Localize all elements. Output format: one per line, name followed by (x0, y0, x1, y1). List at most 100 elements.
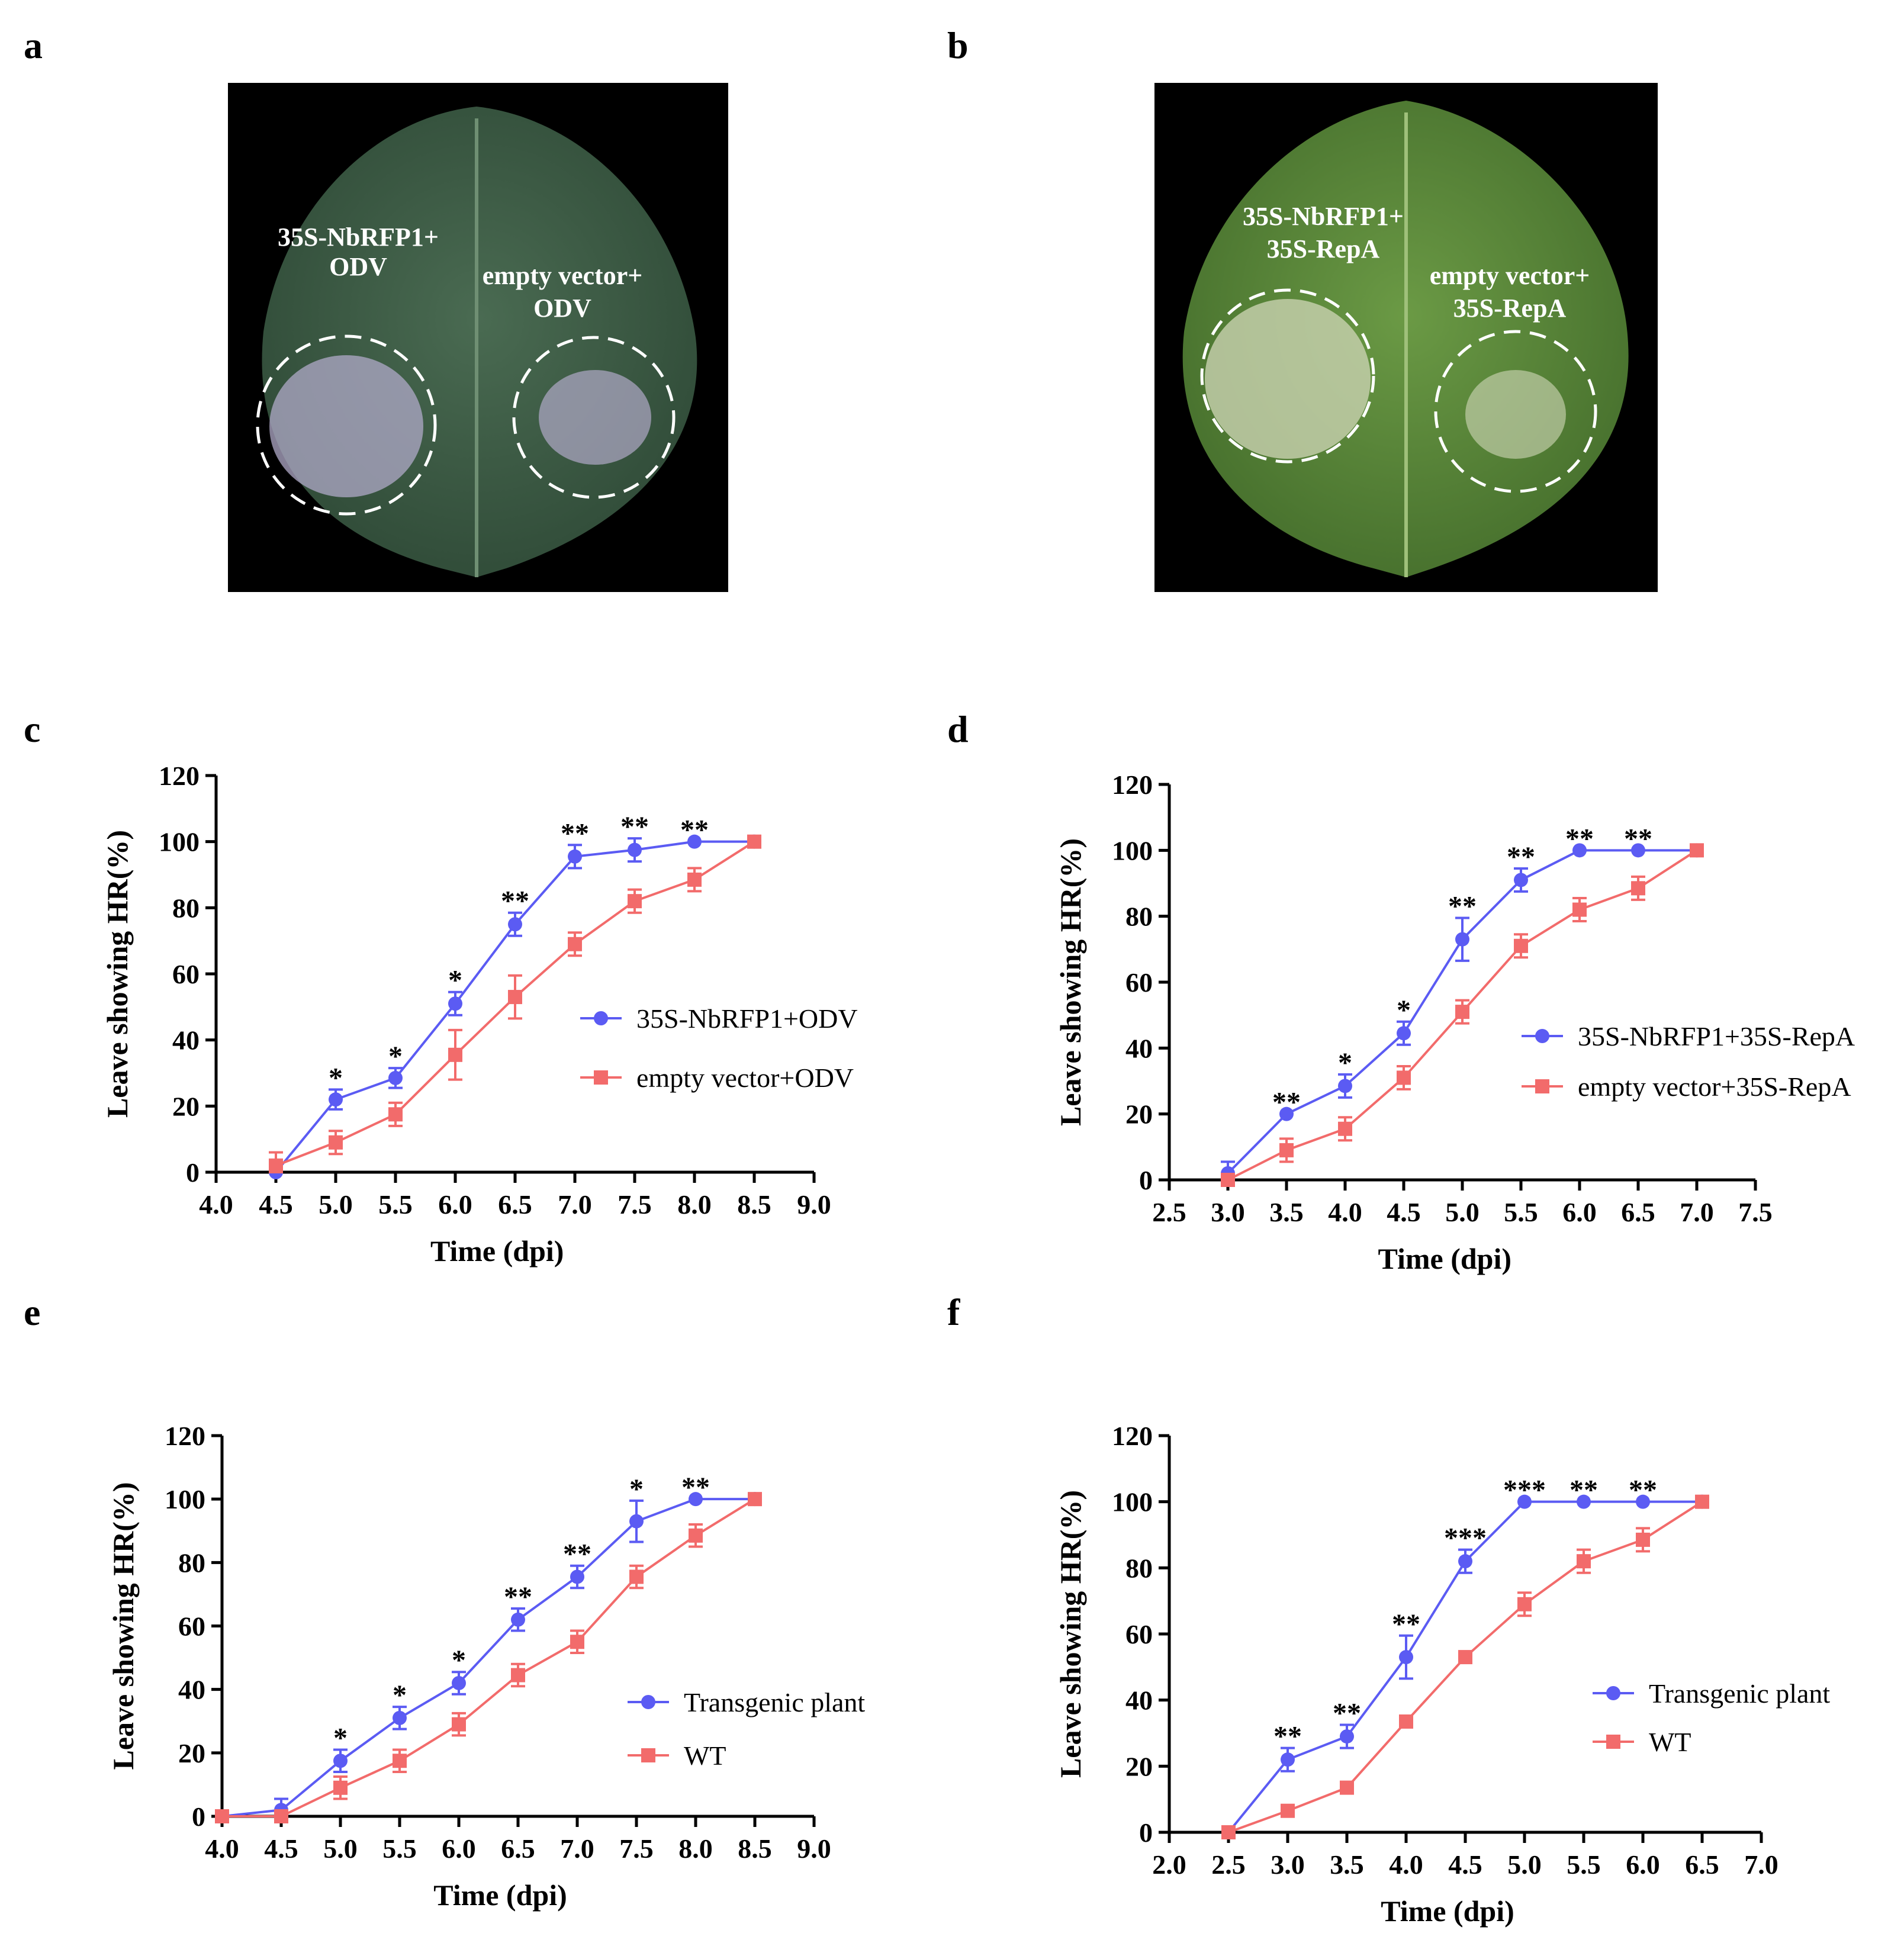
y-tick-label: 60 (1125, 1619, 1153, 1649)
significance-label: ** (1272, 1087, 1301, 1118)
significance-label: ** (681, 1472, 710, 1503)
data-point (1281, 1803, 1295, 1818)
significance-label: ** (563, 1539, 591, 1570)
data-point (1517, 1597, 1532, 1611)
y-tick-label: 100 (1112, 835, 1153, 866)
data-point (1279, 1106, 1294, 1121)
panel-letter-c: c (24, 708, 41, 750)
panel-letter-a: a (24, 24, 43, 66)
legend-label: Transgenic plant (684, 1687, 865, 1717)
x-tick-label: 8.0 (678, 1833, 713, 1864)
infiltration-circle-left-b (1200, 288, 1375, 464)
y-tick-label: 100 (1112, 1487, 1153, 1517)
legend-marker (1606, 1735, 1620, 1749)
significance-label: ** (1569, 1475, 1598, 1506)
data-point (687, 834, 702, 849)
legend-marker (1535, 1079, 1549, 1093)
x-tick-label: 4.5 (1448, 1849, 1482, 1880)
x-tick-label: 7.0 (1680, 1197, 1714, 1227)
y-tick-label: 0 (192, 1802, 205, 1832)
significance-label: ** (680, 815, 709, 846)
significance-label: ** (504, 1581, 532, 1613)
y-tick-label: 0 (1139, 1165, 1153, 1195)
legend-label: Transgenic plant (1649, 1678, 1830, 1709)
significance-label: * (388, 1041, 403, 1072)
significance-label: ** (1273, 1721, 1302, 1752)
legend-label: WT (684, 1741, 726, 1771)
leaf-photo-b: 35S-NbRFP1+ 35S-RepA empty vector+ 35S-R… (1154, 83, 1658, 592)
y-tick-label: 60 (178, 1611, 205, 1642)
data-point (1281, 1752, 1295, 1767)
y-tick-label: 20 (1125, 1751, 1153, 1781)
x-tick-label: 4.0 (205, 1833, 239, 1864)
infiltration-circle-right-b (1434, 330, 1597, 493)
x-tick-label: 7.5 (1738, 1197, 1773, 1227)
x-tick-label: 3.5 (1269, 1197, 1304, 1227)
x-tick-label: 4.5 (1387, 1197, 1421, 1227)
x-tick-label: 6.0 (1562, 1197, 1597, 1227)
x-tick-label: 7.0 (1744, 1849, 1778, 1880)
chart-d: 0 20 40 60 80 100 120 2.5 3.0 3.5 4.0 4.5 5.0 5.5 6.0 6… (1054, 770, 1855, 1275)
data-point (1340, 1729, 1354, 1744)
data-point (1572, 843, 1587, 858)
legend-label: WT (1649, 1727, 1691, 1757)
x-tick-label: 8.0 (677, 1189, 712, 1220)
data-point (1631, 881, 1645, 896)
significance-label: ** (561, 818, 589, 849)
data-point (274, 1809, 288, 1823)
data-point (333, 1780, 348, 1795)
data-point (568, 937, 582, 951)
data-point (333, 1754, 348, 1768)
data-point (1636, 1532, 1650, 1547)
significance-label: *** (1444, 1523, 1487, 1554)
data-point (568, 849, 582, 864)
x-tick-label: 4.0 (1389, 1849, 1423, 1880)
significance-label: ** (1507, 841, 1535, 873)
x-tick-label: 6.5 (498, 1189, 532, 1220)
data-point (393, 1754, 407, 1768)
x-tick-label: 6.5 (501, 1833, 535, 1864)
data-point (570, 1635, 584, 1649)
leaf-shape-a (262, 107, 697, 577)
y-axis-label: Leave showing HR(%) (1054, 1490, 1087, 1778)
legend-label: 35S-NbRFP1+ODV (636, 1003, 858, 1034)
data-point (215, 1809, 229, 1823)
legend-label: empty vector+ODV (636, 1063, 854, 1093)
label-right-line1-a: empty vector+ (483, 261, 643, 290)
x-tick-label: 5.0 (1507, 1849, 1542, 1880)
data-point (1631, 843, 1645, 858)
data-point (329, 1135, 343, 1150)
data-point (1397, 1026, 1411, 1041)
significance-label: * (393, 1680, 407, 1711)
data-point (511, 1612, 525, 1627)
panel-letter-f: f (947, 1291, 960, 1333)
label-right-line2-a: ODV (533, 294, 591, 323)
x-tick-label: 8.5 (737, 1189, 771, 1220)
lesion-left-a (269, 355, 423, 497)
data-point (393, 1710, 407, 1725)
significance-label: * (629, 1474, 644, 1505)
y-tick-label: 120 (159, 761, 200, 791)
significance-label: ** (1392, 1609, 1420, 1640)
x-tick-label: 7.0 (558, 1189, 592, 1220)
data-point (448, 996, 462, 1011)
significance-label: * (1338, 1047, 1352, 1079)
y-tick-label: 20 (1125, 1099, 1153, 1130)
panel-letter-b: b (947, 24, 969, 66)
significance-label: ** (1629, 1475, 1657, 1506)
y-tick-label: 40 (178, 1675, 205, 1705)
data-point (1397, 1070, 1411, 1085)
y-tick-label: 80 (1125, 902, 1153, 932)
chart-c: 0 20 40 60 80 100 120 4.0 4.5 5.0 5.5 6.0 6.5 7.0 7.5 8… (101, 761, 858, 1268)
x-tick-label: 5.5 (378, 1189, 413, 1220)
y-tick-label: 60 (1125, 967, 1153, 998)
y-axis-label: Leave showing HR(%) (101, 830, 134, 1118)
y-tick-label: 80 (1125, 1553, 1153, 1583)
significance-label: * (452, 1645, 466, 1676)
x-tick-label: 4.0 (1328, 1197, 1362, 1227)
data-point (629, 1569, 644, 1584)
infiltration-circle-left-a (256, 334, 437, 516)
y-tick-label: 40 (1125, 1033, 1153, 1063)
data-point (748, 1492, 762, 1507)
data-point (629, 1514, 644, 1529)
